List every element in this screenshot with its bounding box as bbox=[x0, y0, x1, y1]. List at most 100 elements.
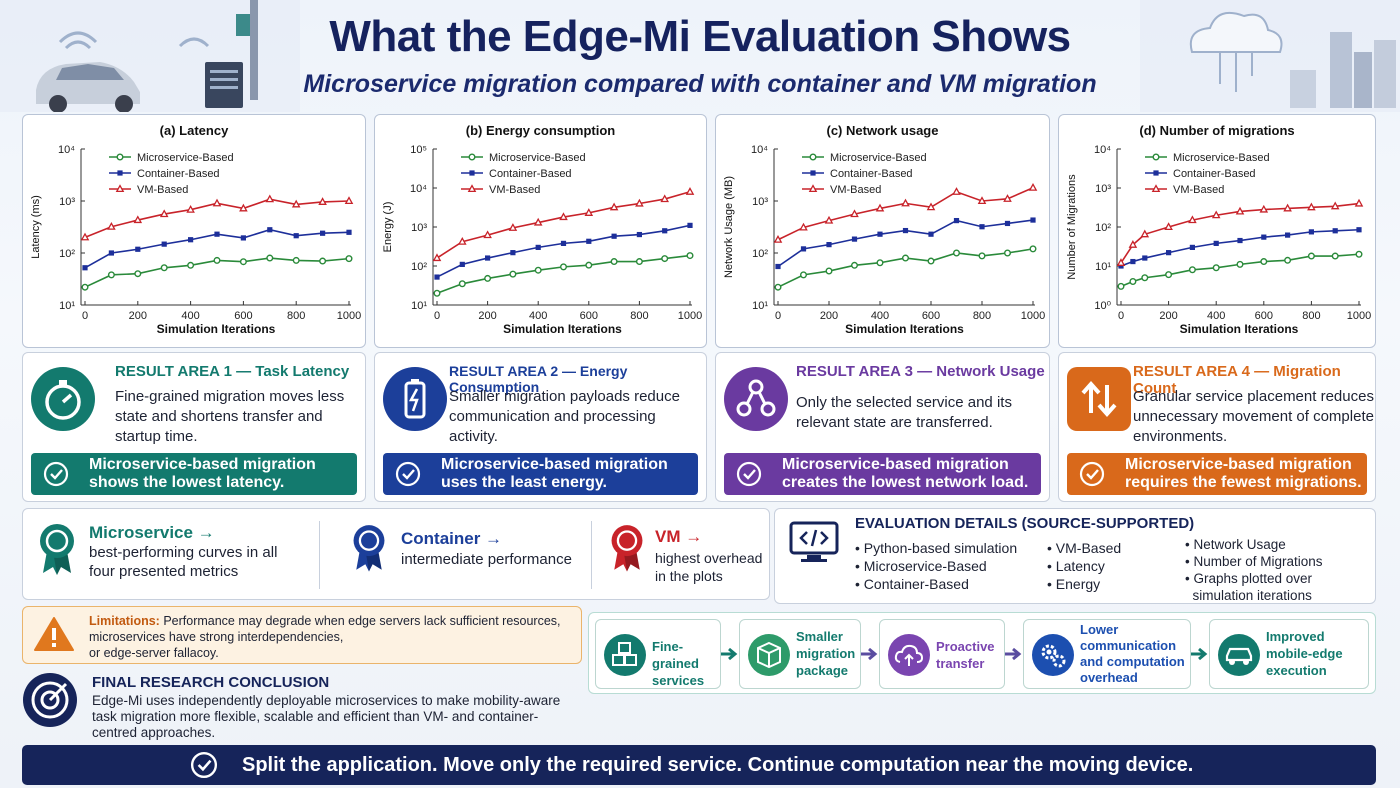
data-point bbox=[774, 283, 782, 291]
x-tick-label: 0 bbox=[82, 310, 88, 322]
data-point bbox=[432, 253, 442, 262]
data-point bbox=[876, 259, 884, 267]
y-axis-label: Latency (ms) bbox=[30, 195, 42, 259]
divider bbox=[591, 521, 592, 589]
x-tick-label: 400 bbox=[529, 310, 547, 322]
legend-marker bbox=[116, 153, 124, 161]
legend-entry: Container-Based bbox=[137, 168, 220, 180]
data-point bbox=[293, 233, 299, 239]
legend-marker bbox=[1153, 170, 1159, 176]
data-point bbox=[483, 230, 492, 239]
data-point bbox=[1285, 232, 1291, 238]
data-point bbox=[1356, 227, 1362, 233]
y-tick-label: 10² bbox=[752, 248, 768, 260]
ranking-label: VM → bbox=[655, 527, 703, 546]
legend-entry: Microservice-Based bbox=[489, 152, 586, 164]
limitations-box: Limitations: Performance may degrade whe… bbox=[22, 606, 582, 664]
y-tick-label: 10⁵ bbox=[410, 144, 427, 156]
data-point bbox=[586, 238, 592, 244]
data-point bbox=[1212, 264, 1220, 272]
legend-marker bbox=[1152, 153, 1160, 161]
y-axis-label: Number of Migrations bbox=[1066, 174, 1078, 280]
x-axis-label: Simulation Iterations bbox=[503, 322, 622, 336]
y-tick-label: 10¹ bbox=[59, 300, 75, 312]
data-point bbox=[80, 232, 90, 241]
data-point bbox=[188, 237, 194, 243]
data-point bbox=[1259, 204, 1269, 213]
data-point bbox=[213, 256, 221, 264]
data-point bbox=[1237, 237, 1243, 244]
award-ribbon-icon bbox=[353, 525, 385, 572]
legend-marker bbox=[809, 153, 817, 161]
y-axis-label: Network Usage (MB) bbox=[723, 176, 735, 278]
data-point bbox=[1004, 220, 1011, 227]
x-tick-label: 1000 bbox=[1021, 310, 1045, 322]
y-tick-label: 10² bbox=[59, 248, 75, 260]
result-conclusion-bar: Microservice-based migration creates the … bbox=[724, 453, 1041, 495]
data-point bbox=[825, 267, 833, 275]
data-point bbox=[927, 257, 935, 265]
arrow-right-icon bbox=[721, 647, 738, 661]
legend-marker bbox=[810, 170, 816, 176]
data-point bbox=[1354, 198, 1364, 207]
data-point bbox=[1128, 240, 1138, 248]
legend-entry: Microservice-Based bbox=[1173, 152, 1270, 164]
gears-icon bbox=[1032, 634, 1074, 676]
data-point bbox=[214, 231, 220, 237]
data-point bbox=[186, 204, 195, 213]
data-point bbox=[212, 198, 222, 207]
target-icon bbox=[23, 673, 77, 727]
data-point bbox=[240, 235, 246, 241]
data-point bbox=[320, 230, 326, 236]
legend-marker bbox=[117, 170, 123, 176]
data-point bbox=[1129, 278, 1137, 286]
data-point bbox=[978, 252, 986, 260]
data-point bbox=[902, 227, 909, 234]
latency-chart-panel: (a) Latency 10¹ 10² 10³ 10⁴ 0 200 400 600 800 1000… bbox=[22, 114, 366, 348]
result-card-energy: RESULT AREA 2 — Energy Consumption Small… bbox=[374, 352, 707, 502]
x-tick-label: 200 bbox=[1159, 310, 1177, 322]
evaluation-col2: • VM-Based • Latency • Energy bbox=[1047, 540, 1122, 592]
legend-entry: Container-Based bbox=[830, 168, 913, 180]
chart-svg: (d) Number of migrations 10⁰ 10¹ 10² 10³ 10⁴ 0… bbox=[1066, 123, 1371, 336]
data-point bbox=[1236, 260, 1244, 268]
x-tick-label: 800 bbox=[287, 310, 305, 322]
x-axis-label: Simulation Iterations bbox=[157, 322, 276, 336]
y-tick-label: 10¹ bbox=[752, 300, 768, 312]
data-point bbox=[1284, 256, 1292, 264]
award-ribbon-icon bbox=[611, 525, 643, 572]
data-point bbox=[685, 187, 695, 195]
data-point bbox=[610, 258, 618, 266]
data-point bbox=[160, 264, 168, 272]
ranking-desc: best-performing curves in all four presen… bbox=[89, 544, 278, 580]
ranking-desc: intermediate performance bbox=[401, 551, 572, 568]
data-point bbox=[877, 231, 883, 237]
arrow-right-icon bbox=[1005, 647, 1022, 661]
data-point bbox=[346, 229, 352, 235]
chart-title: (d) Number of migrations bbox=[1139, 123, 1294, 138]
data-point bbox=[1330, 201, 1340, 210]
x-axis-label: Simulation Iterations bbox=[1180, 322, 1299, 336]
data-point bbox=[82, 265, 88, 271]
data-point bbox=[533, 217, 543, 226]
check-icon bbox=[1079, 461, 1105, 487]
x-tick-label: 200 bbox=[478, 310, 496, 322]
result-heading: RESULT AREA 2 — Energy Consumption bbox=[449, 363, 628, 395]
check-icon bbox=[190, 751, 218, 779]
legend-marker bbox=[115, 184, 125, 193]
up-down-arrows-icon bbox=[1067, 367, 1131, 431]
x-tick-label: 0 bbox=[1118, 310, 1124, 322]
data-point bbox=[826, 242, 832, 248]
data-point bbox=[636, 231, 642, 238]
network-nodes-icon bbox=[724, 367, 788, 431]
divider bbox=[319, 521, 320, 589]
x-tick-label: 1000 bbox=[678, 310, 702, 322]
ranking-desc: highest overhead in the plots bbox=[655, 550, 763, 584]
data-point bbox=[266, 254, 274, 262]
evaluation-heading: EVALUATION DETAILS (SOURCE-SUPPORTED) bbox=[855, 515, 1195, 532]
data-point bbox=[928, 231, 934, 237]
data-point bbox=[1283, 203, 1292, 212]
data-point bbox=[534, 266, 542, 274]
data-point bbox=[660, 194, 670, 203]
flow-step-fine-grained: Fine-grained services bbox=[595, 619, 721, 689]
